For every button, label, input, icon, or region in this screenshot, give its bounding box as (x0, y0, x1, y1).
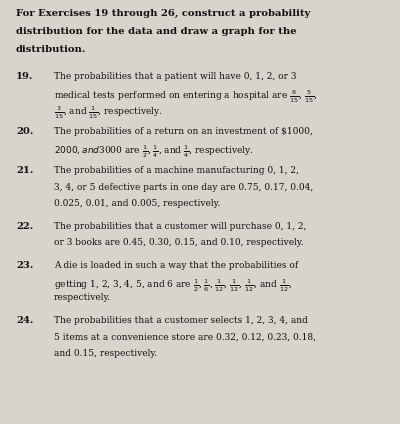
Text: 20.: 20. (16, 128, 33, 137)
Text: medical tests performed on entering a hospital are $\frac{6}{15}$, $\frac{5}{15}: medical tests performed on entering a ho… (54, 89, 317, 105)
Text: 21.: 21. (16, 167, 33, 176)
Text: $2000, and $3000 are $\frac{1}{2}$, $\frac{1}{4}$, and $\frac{1}{4}$, respective: $2000, and $3000 are $\frac{1}{2}$, $\fr… (54, 144, 254, 160)
Text: 19.: 19. (16, 72, 33, 81)
Text: 3, 4, or 5 defective parts in one day are 0.75, 0.17, 0.04,: 3, 4, or 5 defective parts in one day ar… (54, 183, 313, 192)
Text: The probabilities of a return on an investment of $1000,: The probabilities of a return on an inve… (54, 128, 313, 137)
Text: getting 1, 2, 3, 4, 5, and 6 are $\frac{1}{2}$, $\frac{1}{6}$, $\frac{1}{12}$, $: getting 1, 2, 3, 4, 5, and 6 are $\frac{… (54, 277, 292, 294)
Text: and 0.15, respectively.: and 0.15, respectively. (54, 349, 157, 358)
Text: A die is loaded in such a way that the probabilities of: A die is loaded in such a way that the p… (54, 261, 298, 270)
Text: The probabilities that a customer selects 1, 2, 3, 4, and: The probabilities that a customer select… (54, 316, 308, 325)
Text: or 3 books are 0.45, 0.30, 0.15, and 0.10, respectively.: or 3 books are 0.45, 0.30, 0.15, and 0.1… (54, 238, 304, 247)
Text: The probabilities of a machine manufacturing 0, 1, 2,: The probabilities of a machine manufactu… (54, 167, 299, 176)
Text: The probabilities that a patient will have 0, 1, 2, or 3: The probabilities that a patient will ha… (54, 72, 296, 81)
Text: $\frac{3}{15}$, and $\frac{1}{15}$, respectively.: $\frac{3}{15}$, and $\frac{1}{15}$, resp… (54, 105, 163, 121)
Text: distribution for the data and draw a graph for the: distribution for the data and draw a gra… (16, 27, 297, 36)
Text: 22.: 22. (16, 222, 33, 231)
Text: 5 items at a convenience store are 0.32, 0.12, 0.23, 0.18,: 5 items at a convenience store are 0.32,… (54, 332, 316, 341)
Text: 23.: 23. (16, 261, 33, 270)
Text: 0.025, 0.01, and 0.005, respectively.: 0.025, 0.01, and 0.005, respectively. (54, 199, 220, 208)
Text: distribution.: distribution. (16, 45, 86, 54)
Text: respectively.: respectively. (54, 293, 111, 302)
Text: For Exercises 19 through 26, construct a probability: For Exercises 19 through 26, construct a… (16, 9, 310, 18)
Text: 24.: 24. (16, 316, 33, 325)
Text: The probabilities that a customer will purchase 0, 1, 2,: The probabilities that a customer will p… (54, 222, 306, 231)
